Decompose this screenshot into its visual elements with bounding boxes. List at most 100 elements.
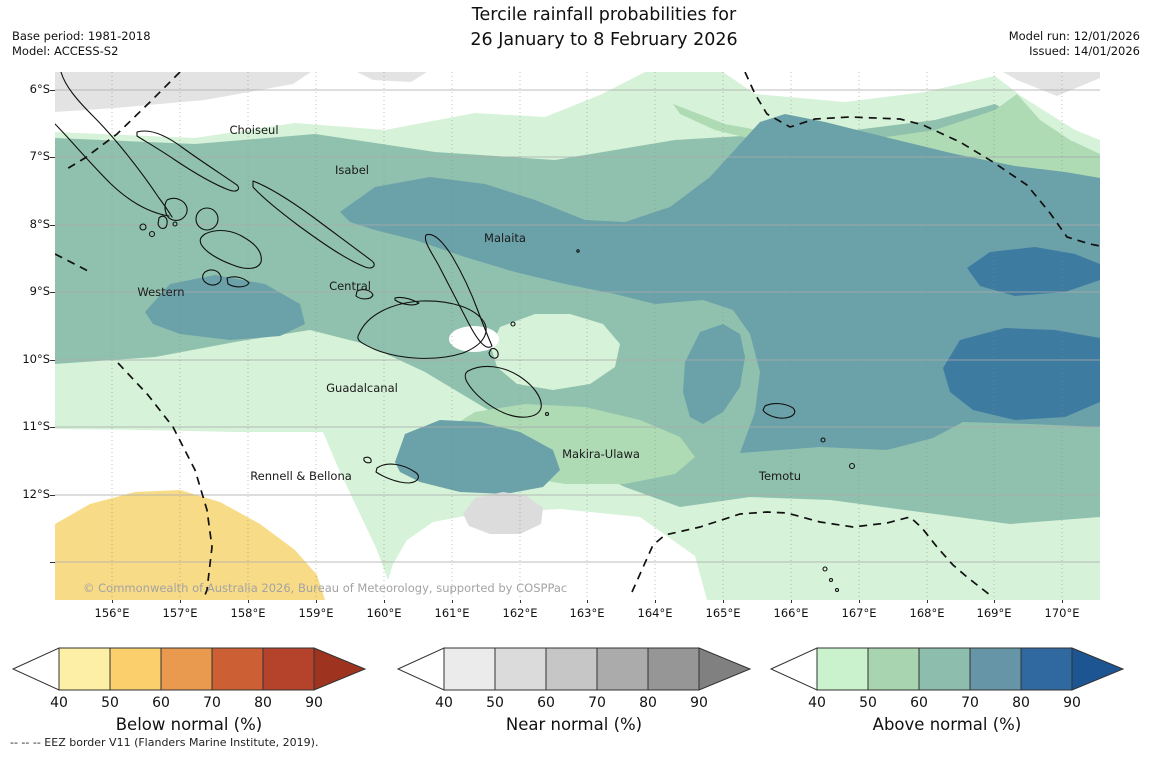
lon-label-160e: 160°E: [366, 606, 402, 620]
legend-tick: 50: [101, 695, 119, 711]
x-tick: [587, 598, 588, 603]
coast-bougainville: [60, 72, 173, 218]
coast-florida-islands: [394, 296, 420, 306]
x-tick: [248, 598, 249, 603]
coastlines: [55, 72, 856, 593]
coast-vanikoro-3: [834, 587, 840, 593]
x-tick: [655, 598, 656, 603]
legend-segment: [867, 647, 920, 691]
legend-tick: 80: [1012, 695, 1030, 711]
lon-label-163e: 163°E: [569, 606, 605, 620]
y-tick: [50, 495, 55, 496]
lat-label-12s: 12°S: [22, 487, 50, 501]
y-tick: [50, 562, 55, 563]
legend-tick: 70: [961, 695, 979, 711]
legend-near-normal: 40 50 60 70 80 90 Near normal (%): [392, 645, 762, 741]
y-tick: [50, 292, 55, 293]
legend-segment: [647, 647, 700, 691]
lon-label-162e: 162°E: [502, 606, 538, 620]
lat-label-7s: 7°S: [29, 149, 50, 163]
legend-tick: 70: [203, 695, 221, 711]
graticule-horizontal: [55, 89, 1100, 563]
legend-tick: 90: [690, 695, 708, 711]
legend-below-normal-bar: 40 50 60 70 80 90 Below normal (%): [11, 647, 367, 734]
coast-santa-ana: [544, 411, 550, 417]
coast-santa-cruz: [762, 403, 796, 419]
lat-label-11s: 11°S: [22, 419, 50, 433]
lon-label-165e: 165°E: [705, 606, 741, 620]
fill-above-80-90-patch-south: [943, 328, 1100, 420]
legend-segment: [109, 647, 162, 691]
y-tick: [50, 90, 55, 91]
x-tick: [994, 598, 995, 603]
eez-border-note: -- -- -- EEZ border V11 (Flanders Marine…: [10, 736, 319, 749]
x-tick: [1062, 598, 1063, 603]
coast-rennell: [375, 463, 419, 484]
y-tick: [50, 225, 55, 226]
legend-tick: 40: [435, 695, 453, 711]
legend-right-arrow: [698, 647, 752, 691]
legend-tick: 60: [152, 695, 170, 711]
y-tick: [50, 360, 55, 361]
probability-fill-regions: [55, 72, 1100, 600]
region-label-malaita: Malaita: [484, 231, 526, 245]
eez-northeast: [744, 72, 1100, 247]
coast-russell-islands: [355, 289, 374, 300]
region-label-central: Central: [329, 279, 371, 293]
coast-reef-islands: [820, 437, 826, 443]
legend-tick: 80: [639, 695, 657, 711]
legend-tick: 80: [254, 695, 272, 711]
legend-caption-below-normal: Below normal (%): [116, 715, 263, 734]
lon-label-169e: 169°E: [976, 606, 1012, 620]
legend-tick: 40: [808, 695, 826, 711]
fill-near-normal-topleft: [55, 72, 311, 112]
legend-segment: [160, 647, 213, 691]
legend-tick: 60: [537, 695, 555, 711]
y-tick: [50, 427, 55, 428]
coast-shortland-2: [148, 230, 156, 238]
fill-above-70-80-northwest-patch: [145, 275, 305, 340]
region-label-guadalcanal: Guadalcanal: [326, 381, 398, 395]
legend-segment: [596, 647, 649, 691]
issued-label: Issued: 14/01/2026: [1029, 44, 1140, 58]
x-tick: [859, 598, 860, 603]
base-period-label: Base period: 1981-2018: [12, 29, 151, 43]
lon-label-164e: 164°E: [637, 606, 673, 620]
region-label-rennell-bellona: Rennell & Bellona: [250, 469, 352, 483]
x-tick: [927, 598, 928, 603]
title-line-2: 26 January to 8 February 2026: [470, 30, 738, 50]
model-run-label: Model run: 12/01/2026: [1008, 29, 1140, 43]
graticule-vertical: [111, 72, 1063, 600]
x-tick: [112, 598, 113, 603]
coast-bougainville-west: [55, 123, 170, 217]
legend-segment: [494, 647, 547, 691]
coast-rendova: [202, 269, 222, 286]
model-info: Base period: 1981-2018 Model: ACCESS-S2: [12, 29, 151, 59]
region-label-western: Western: [137, 285, 184, 299]
coast-tetepare: [226, 276, 250, 288]
eez-west: [55, 253, 91, 273]
model-label: Model: ACCESS-S2: [12, 44, 119, 58]
legend-tick: 90: [305, 695, 323, 711]
lat-label-6s: 6°S: [29, 82, 50, 96]
legend-near-normal-bar: 40 50 60 70 80 90 Near normal (%): [396, 647, 752, 734]
lon-label-158e: 158°E: [230, 606, 266, 620]
legend-tick: 50: [486, 695, 504, 711]
lon-label-170e: 170°E: [1044, 606, 1080, 620]
x-tick: [180, 598, 181, 603]
eez-border-lines: [55, 72, 1100, 600]
fill-above-70-80-main: [340, 114, 1100, 453]
legend-left-arrow: [396, 647, 445, 691]
coast-shortland-3: [172, 221, 178, 227]
x-tick: [791, 598, 792, 603]
title-line-1: Tercile rainfall probabilities for: [471, 5, 737, 25]
legend-segment: [918, 647, 971, 691]
fill-above-40-50-guadalcanal-patch: [491, 314, 620, 390]
run-info: Model run: 12/01/2026 Issued: 14/01/2026: [1009, 29, 1140, 59]
legend-segment: [816, 647, 869, 691]
province-labels: Choiseul Isabel Malaita Western Central …: [83, 123, 801, 595]
lon-label-156e: 156°E: [94, 606, 130, 620]
region-label-choiseul: Choiseul: [229, 123, 278, 137]
legend-caption-above-normal: Above normal (%): [873, 715, 1022, 734]
coast-vanikoro-2: [828, 577, 834, 583]
